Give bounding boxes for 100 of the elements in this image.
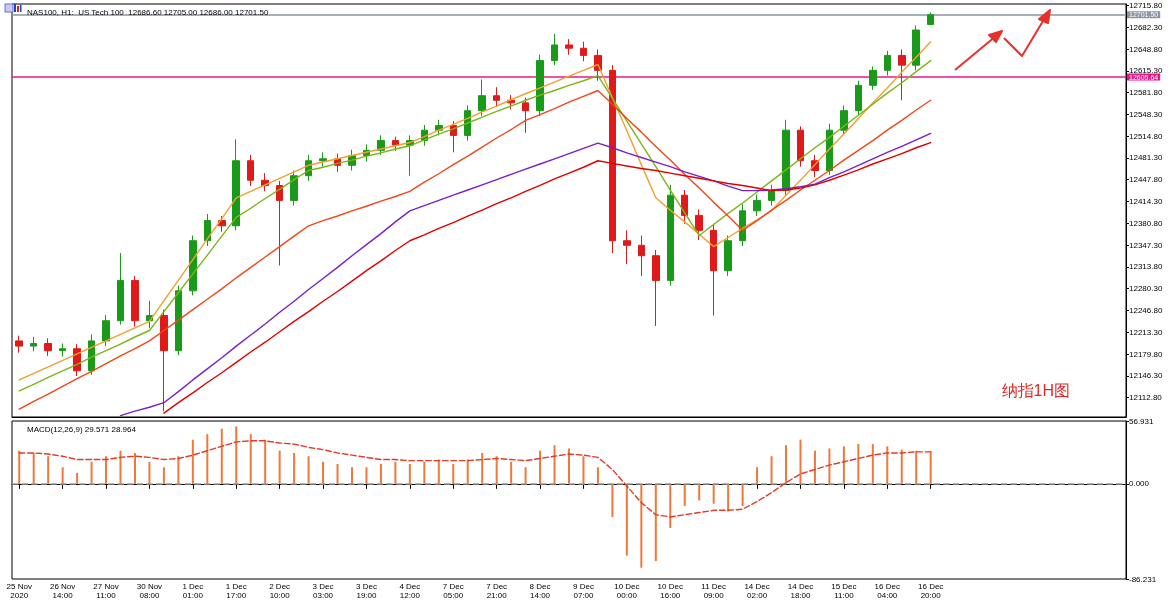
- y-tick-label: 12179.80: [1129, 349, 1163, 359]
- bar: [698, 483, 701, 501]
- x-tick-label: 10 Dec 16:00: [657, 582, 683, 600]
- candlestick: [59, 343, 66, 358]
- x-tick-label: 2 Dec 10:00: [269, 582, 291, 600]
- candlestick: [609, 64, 616, 254]
- y-tick-label: 12112.80: [1129, 393, 1163, 403]
- candlestick: [695, 209, 703, 241]
- bar: [712, 483, 715, 504]
- candlestick: [565, 38, 573, 56]
- bar: [105, 456, 108, 484]
- bar: [611, 483, 614, 517]
- bar: [133, 452, 136, 484]
- x-tick-label: 8 Dec 14:00: [529, 582, 551, 600]
- bar: [669, 483, 672, 528]
- bar: [828, 448, 831, 484]
- bar: [915, 450, 918, 484]
- bar: [553, 445, 556, 484]
- candlestick: [290, 170, 298, 207]
- bar: [350, 467, 353, 484]
- bar: [278, 450, 281, 484]
- bar: [524, 467, 527, 484]
- candlestick: [522, 97, 529, 134]
- bar: [264, 439, 267, 484]
- bar: [408, 463, 411, 484]
- candlestick: [218, 215, 226, 233]
- candlestick: [927, 11, 934, 26]
- bar: [336, 463, 339, 484]
- bar: [61, 467, 64, 484]
- candlestick: [160, 309, 168, 412]
- bar: [900, 449, 903, 484]
- candlestick: [131, 275, 139, 328]
- candlestick: [319, 151, 327, 168]
- candlestick: [623, 229, 631, 265]
- y-tick-label: 12213.30: [1129, 327, 1163, 337]
- bar: [90, 461, 93, 484]
- candlestick: [30, 336, 37, 352]
- candlestick: [536, 54, 544, 117]
- candlestick: [898, 49, 906, 101]
- bar: [452, 463, 455, 484]
- bar: [437, 459, 440, 484]
- candlestick: [117, 252, 124, 326]
- candlestick: [840, 104, 848, 136]
- candlestick: [102, 314, 110, 347]
- candlestick: [681, 189, 688, 225]
- candlestick: [797, 125, 804, 168]
- bar: [481, 452, 484, 484]
- candlestick: [739, 203, 746, 247]
- annotation: 纳指1H图: [1001, 381, 1070, 399]
- chart-title: MACD(12,26,9) 29.571 28.964: [27, 424, 137, 434]
- bar: [162, 467, 165, 484]
- y-tick-label: 12548.30: [1129, 109, 1163, 119]
- bar: [640, 483, 643, 568]
- bar: [394, 461, 397, 484]
- candlestick: [652, 249, 660, 327]
- candlestick: [782, 119, 790, 196]
- bar: [770, 456, 773, 484]
- bar: [886, 446, 889, 484]
- bar: [18, 450, 21, 484]
- y-tick-label: 12146.30: [1129, 371, 1163, 381]
- bar: [857, 444, 860, 484]
- candlestick: [551, 33, 558, 66]
- bar: [365, 467, 368, 484]
- bar: [466, 459, 469, 484]
- bar: [582, 456, 585, 484]
- bar: [813, 450, 816, 484]
- x-tick-label: 1 Dec 17:00: [225, 582, 247, 600]
- x-tick-label: 4 Dec 12:00: [399, 582, 421, 600]
- x-tick-label: 27 Nov 11:00: [93, 582, 119, 600]
- y-tick-label: -86.231: [1129, 574, 1157, 584]
- bar: [148, 461, 151, 484]
- bar: [423, 461, 426, 484]
- bar: [307, 456, 310, 484]
- line-series: [18, 440, 932, 518]
- candlestick: [753, 194, 761, 217]
- candlestick: [44, 337, 52, 357]
- x-tick-label: 1 Dec 01:00: [182, 582, 204, 600]
- x-tick-label: 25 Nov 2020: [6, 582, 32, 600]
- x-tick-label: 16 Dec 04:00: [874, 582, 900, 600]
- y-tick-label: 12615.30: [1129, 66, 1163, 76]
- candlestick: [710, 223, 717, 317]
- x-tick-label: 9 Dec 07:00: [573, 582, 595, 600]
- bar: [683, 483, 686, 506]
- y-tick-label: 12682.30: [1129, 22, 1163, 32]
- candlestick: [247, 154, 254, 187]
- x-tick-label: 26 Nov 14:00: [49, 582, 76, 600]
- bar: [379, 463, 382, 484]
- x-tick-label: 14 Dec 18:00: [787, 582, 814, 600]
- x-tick-label: 3 Dec 03:00: [312, 582, 334, 600]
- x-tick-label: 16 Dec 20:00: [918, 582, 944, 600]
- y-tick-label: 12447.80: [1129, 175, 1163, 185]
- y-tick-label: 12246.80: [1129, 305, 1163, 315]
- candlestick: [638, 235, 645, 277]
- bar: [220, 428, 223, 484]
- bar: [596, 467, 599, 484]
- y-tick-label: 12380.80: [1129, 218, 1163, 228]
- y-tick-label: 12481.30: [1129, 153, 1163, 163]
- bar: [322, 461, 325, 484]
- candlestick: [232, 138, 240, 231]
- y-tick-label: 12581.80: [1129, 88, 1163, 98]
